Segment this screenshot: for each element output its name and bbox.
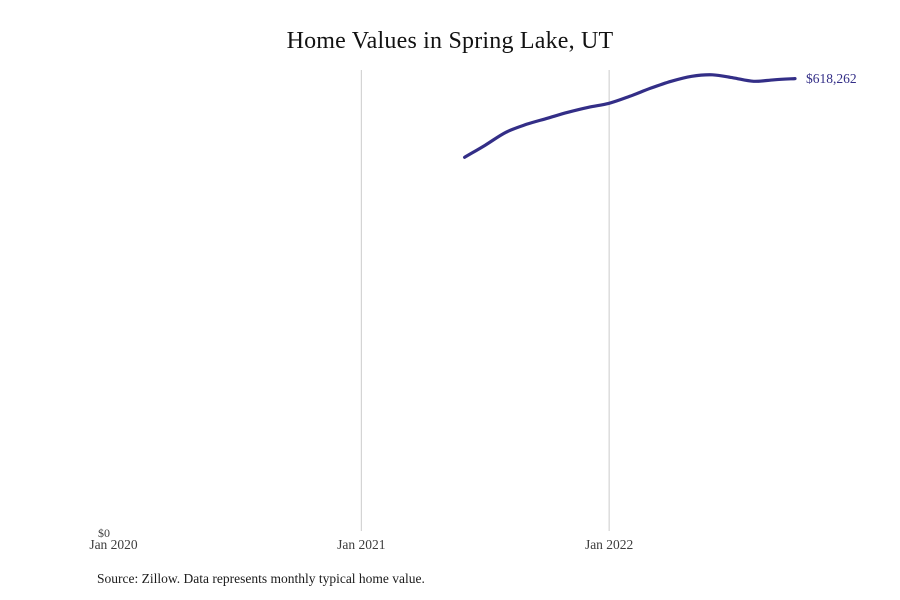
source-note: Source: Zillow. Data represents monthly … [97,571,425,586]
x-axis-tick-label-jan-2022: Jan 2022 [584,537,634,552]
y-axis-tick-label-zero: $0 [98,526,110,540]
series-end-value-label: $618,262 [806,70,857,86]
chart-title: Home Values in Spring Lake, UT [286,28,614,54]
x-axis-tick-label-jan-2021: Jan 2021 [337,537,386,552]
x-axis-tick-label-jan-2020: Jan 2020 [89,537,138,552]
home-value-series-line [463,73,797,159]
